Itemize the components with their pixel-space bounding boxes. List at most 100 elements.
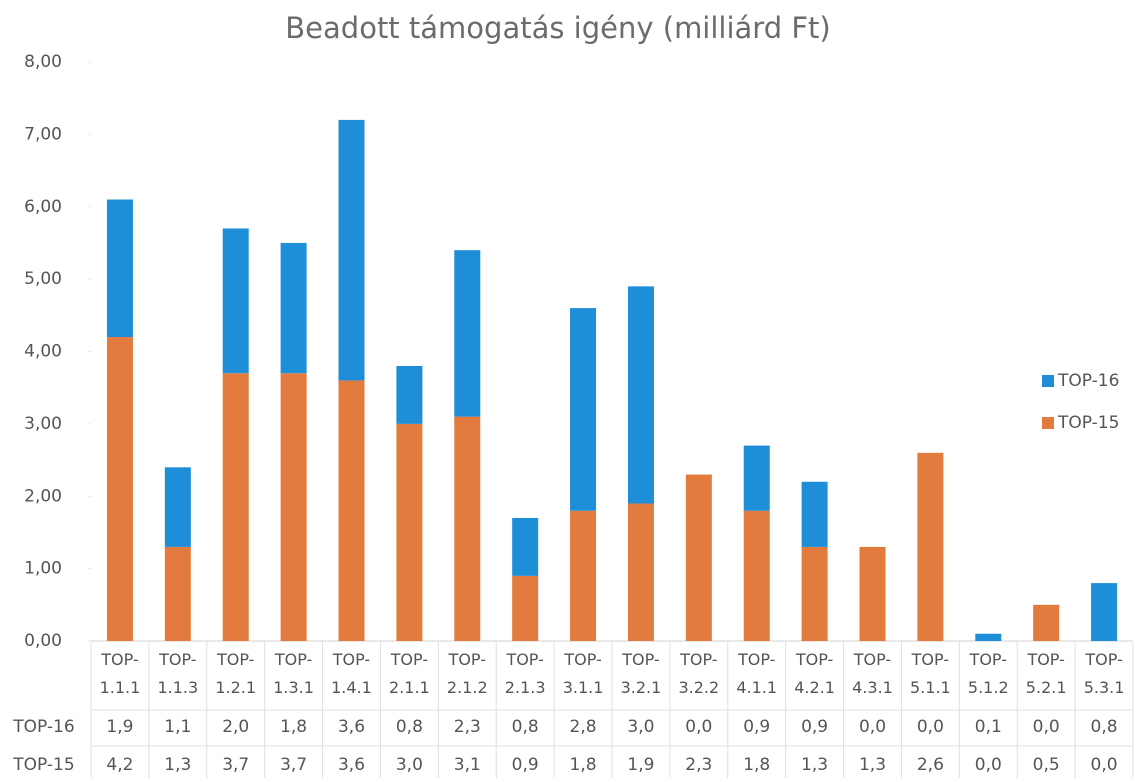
x-tick-label-box: TOP-3.1.1 [562, 650, 604, 697]
x-tick-label-box: TOP-5.3.1 [1083, 650, 1125, 697]
table-value: 3,6 [338, 717, 365, 737]
legend-label: TOP-16 [1057, 371, 1119, 391]
legend-label: TOP-15 [1057, 413, 1119, 433]
bar-segment [570, 308, 597, 511]
bar-segment [396, 423, 423, 641]
chart-title: Beadott támogatás igény (milliárd Ft) [285, 11, 830, 45]
x-tick-label-box: TOP-2.1.1 [389, 650, 430, 697]
bar-segment [1033, 604, 1060, 641]
x-tick-label-box: TOP-1.1.1 [99, 650, 141, 697]
table-value: 0,9 [743, 717, 770, 737]
table-value: 1,3 [164, 755, 191, 775]
bar-segment [1091, 583, 1118, 641]
bar-segment [222, 373, 249, 641]
table-value: 1,9 [627, 755, 654, 775]
table-value: 2,3 [685, 755, 712, 775]
bar-segment [222, 228, 249, 374]
bar-segment [627, 503, 654, 641]
table-value: 3,6 [338, 755, 365, 775]
x-tick-label-box: TOP-5.1.2 [967, 650, 1009, 697]
x-tick-label: TOP-1.2.1 [215, 650, 257, 697]
bar-segment [743, 510, 770, 641]
table-value: 1,8 [743, 755, 770, 775]
table-value: 1,9 [106, 717, 133, 737]
bar-segment [801, 481, 828, 547]
bar-segment [338, 380, 365, 641]
y-tick-label: 0,00 [24, 631, 62, 651]
table-value: 0,0 [685, 717, 712, 737]
table-value: 3,1 [454, 755, 481, 775]
table-value: 2,8 [570, 717, 597, 737]
table-row-label: TOP-16 [12, 717, 74, 737]
bar-segment [106, 199, 133, 338]
table-value: 0,8 [512, 717, 539, 737]
x-tick-label: TOP-4.3.1 [852, 650, 893, 697]
bar-segment [280, 242, 307, 374]
bar-segment [627, 286, 654, 504]
table-value: 0,8 [396, 717, 423, 737]
x-tick-label: TOP-5.1.1 [910, 650, 951, 697]
x-tick-label: TOP-5.2.1 [1025, 650, 1067, 697]
table-value: 0,0 [917, 717, 944, 737]
bar-segment [917, 452, 944, 641]
x-tick-label-box: TOP-1.2.1 [215, 650, 257, 697]
table-value: 2,3 [454, 717, 481, 737]
bar-segment [685, 474, 712, 641]
table-value: 0,5 [1033, 755, 1060, 775]
x-tick-label: TOP-1.4.1 [331, 650, 372, 697]
y-tick-label: 7,00 [24, 124, 62, 144]
table-row-label: TOP-15 [12, 755, 74, 775]
x-tick-label: TOP-5.1.2 [967, 650, 1009, 697]
table-value: 0,0 [1091, 755, 1118, 775]
y-tick-label: 4,00 [24, 342, 62, 362]
table-value: 1,3 [859, 755, 886, 775]
table-value: 1,8 [570, 755, 597, 775]
table-value: 0,0 [859, 717, 886, 737]
x-tick-label: TOP-1.1.3 [157, 650, 199, 697]
bar-segment [975, 633, 1002, 641]
table-value: 0,8 [1091, 717, 1118, 737]
table-value: 0,0 [975, 755, 1002, 775]
bar-segment [512, 575, 539, 641]
x-tick-label-box: TOP-3.2.1 [620, 650, 662, 697]
x-tick-label-box: TOP-1.1.3 [157, 650, 199, 697]
x-tick-label-box: TOP-5.1.1 [910, 650, 951, 697]
x-tick-label-box: TOP-2.1.3 [505, 650, 546, 697]
bar-segment [338, 119, 365, 381]
bar-segment [164, 467, 191, 547]
x-tick-label-box: TOP-4.2.1 [794, 650, 835, 697]
x-tick-label: TOP-5.3.1 [1083, 650, 1125, 697]
x-tick-label: TOP-3.2.1 [620, 650, 662, 697]
x-tick-label: TOP-1.1.1 [99, 650, 141, 697]
y-tick-label: 6,00 [24, 197, 62, 217]
x-tick-label-box: TOP-1.3.1 [273, 650, 314, 697]
table-value: 0,9 [801, 717, 828, 737]
y-tick-label: 3,00 [24, 414, 62, 434]
table-value: 2,6 [917, 755, 944, 775]
x-tick-label: TOP-3.2.2 [678, 650, 720, 697]
bar-segment [743, 445, 770, 511]
table-value: 1,3 [801, 755, 828, 775]
x-tick-label-box: TOP-4.1.1 [736, 650, 778, 697]
bar-segment [454, 250, 481, 417]
y-tick-label: 2,00 [24, 486, 62, 506]
x-tick-label: TOP-4.1.1 [736, 650, 778, 697]
table-value: 3,0 [627, 717, 654, 737]
table-value: 0,9 [512, 755, 539, 775]
y-tick-label: 5,00 [24, 269, 62, 289]
x-tick-label: TOP-2.1.1 [389, 650, 430, 697]
table-value: 1,8 [280, 717, 307, 737]
x-tick-label: TOP-1.3.1 [273, 650, 314, 697]
table-value: 3,7 [222, 755, 249, 775]
table-value: 3,0 [396, 755, 423, 775]
bar-segment [570, 510, 597, 641]
table-value: 0,0 [1033, 717, 1060, 737]
x-tick-label: TOP-3.1.1 [562, 650, 604, 697]
table-value: 3,7 [280, 755, 307, 775]
x-tick-label-box: TOP-5.2.1 [1025, 650, 1067, 697]
x-tick-label-box: TOP-2.1.2 [447, 650, 488, 697]
x-tick-label: TOP-4.2.1 [794, 650, 835, 697]
bar-segment [454, 416, 481, 641]
table-value: 4,2 [106, 755, 133, 775]
table-value: 2,0 [222, 717, 249, 737]
